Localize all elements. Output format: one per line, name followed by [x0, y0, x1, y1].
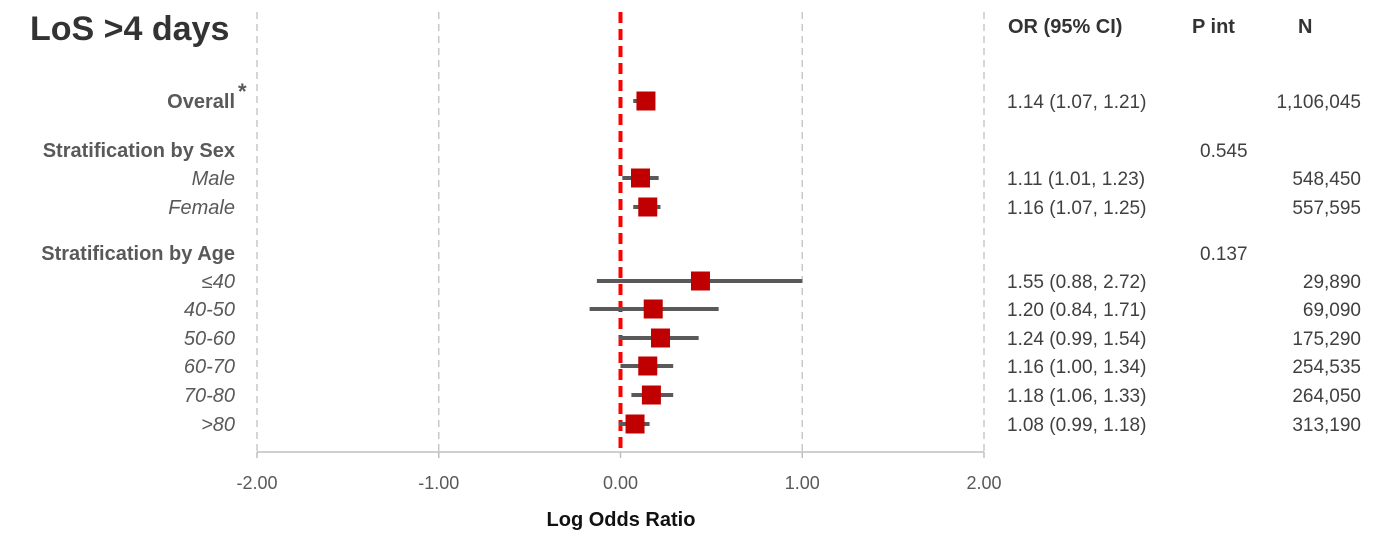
x-tick-label: -1.00: [418, 473, 459, 493]
row-sub-label: ≤40: [202, 271, 235, 293]
n-column-header: N: [1298, 16, 1312, 38]
row-sub-label: Male: [192, 168, 235, 190]
n-value: 313,190: [1292, 415, 1361, 436]
x-tick-label: 2.00: [966, 473, 1001, 493]
x-tick-label: 1.00: [785, 473, 820, 493]
chart-title: LoS >4 days: [30, 10, 229, 48]
row-sub-label: 40-50: [184, 299, 235, 321]
point-estimate-marker: [641, 385, 661, 405]
or-value: 1.18 (1.06, 1.33): [1007, 386, 1146, 407]
x-axis-label: Log Odds Ratio: [547, 509, 696, 531]
p-int-value: 0.545: [1200, 141, 1248, 162]
n-value: 29,890: [1303, 272, 1361, 293]
point-estimate-marker: [690, 271, 710, 291]
point-estimate-marker: [630, 168, 650, 188]
n-value: 69,090: [1303, 300, 1361, 321]
n-value: 264,050: [1292, 386, 1361, 407]
n-value: 254,535: [1292, 357, 1361, 378]
or-value: 1.11 (1.01, 1.23): [1007, 169, 1145, 190]
or-column-header: OR (95% CI): [1008, 16, 1122, 38]
p-int-column-header: P int: [1192, 16, 1235, 38]
row-footnote-marker: *: [238, 79, 247, 104]
or-value: 1.16 (1.07, 1.25): [1007, 198, 1146, 219]
row-group-label: Overall: [167, 91, 235, 113]
value-columns: 1.14 (1.07, 1.21) 1,106,045 0.545 1.11 (1.0…: [1007, 92, 1361, 436]
or-value: 1.20 (0.84, 1.71): [1007, 300, 1146, 321]
point-estimate-marker: [650, 328, 670, 348]
point-estimate-marker: [638, 197, 658, 217]
point-estimate-marker: [638, 356, 658, 376]
or-value: 1.08 (0.99, 1.18): [1007, 415, 1146, 436]
n-value: 1,106,045: [1276, 92, 1361, 113]
n-value: 548,450: [1292, 169, 1361, 190]
or-value: 1.16 (1.00, 1.34): [1007, 357, 1146, 378]
gridlines: [256, 12, 985, 452]
row-labels: Overall * Stratification by Sex Male Female S…: [41, 79, 247, 436]
point-estimate-marker: [636, 91, 656, 111]
or-value: 1.14 (1.07, 1.21): [1007, 92, 1146, 113]
row-sub-label: 70-80: [184, 385, 235, 407]
p-int-value: 0.137: [1200, 244, 1248, 265]
x-tick-label: 0.00: [603, 473, 638, 493]
row-sub-label: Female: [168, 197, 235, 219]
x-tick-label: -2.00: [236, 473, 277, 493]
x-axis: -2.00 -1.00 0.00 1.00 2.00: [236, 451, 1002, 493]
forest-marks: [589, 91, 803, 434]
or-value: 1.24 (0.99, 1.54): [1007, 329, 1146, 350]
point-estimate-marker: [625, 414, 645, 434]
row-sub-label: 60-70: [184, 356, 235, 378]
row-sub-label: >80: [201, 414, 235, 436]
row-group-label: Stratification by Sex: [43, 140, 235, 162]
row-group-label: Stratification by Age: [41, 243, 235, 265]
n-value: 557,595: [1292, 198, 1361, 219]
or-value: 1.55 (0.88, 2.72): [1007, 272, 1146, 293]
row-sub-label: 50-60: [184, 328, 235, 350]
n-value: 175,290: [1292, 329, 1361, 350]
point-estimate-marker: [643, 299, 663, 319]
